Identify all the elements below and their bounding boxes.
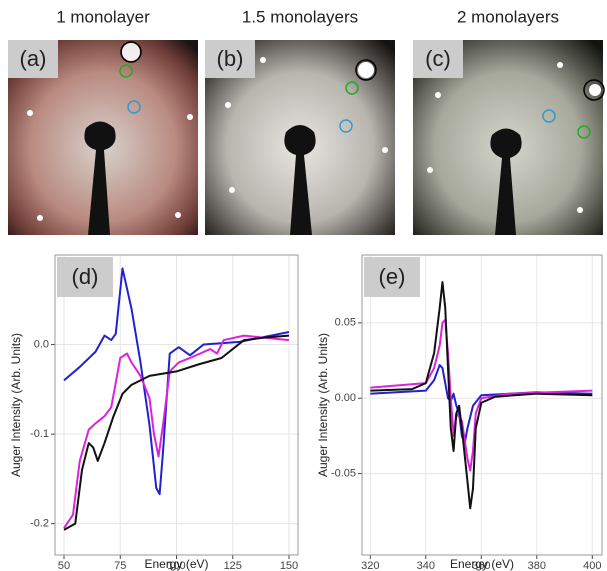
panel-label: (d) (72, 264, 99, 289)
data-line (63, 334, 290, 531)
leed-image: (b) (205, 40, 395, 235)
x-tick-label: 380 (528, 560, 546, 571)
panel-label: (c) (425, 46, 451, 71)
x-tick-label: 360 (472, 560, 490, 571)
panel-label: (e) (379, 264, 406, 289)
panel-label-box (364, 257, 420, 297)
plot-area (362, 255, 602, 555)
x-axis-title: Energy (eV) (144, 557, 208, 571)
chart: 320 340 360 380 400 -0.05 0.00 0.05 (e) Energy (e… (316, 254, 603, 571)
y-tick-label: -0.2 (30, 518, 49, 530)
panel-border (54, 254, 299, 556)
x-axis-title: Energy (eV) (450, 557, 514, 571)
y-tick-label: -0.05 (331, 467, 356, 479)
panel-label-box (57, 257, 113, 297)
x-tick-label: 125 (224, 560, 242, 571)
panel-label: (b) (217, 46, 244, 71)
data-line (370, 364, 593, 445)
panel-label: (a) (20, 46, 47, 71)
y-axis-title: Auger Intensity (Arb. Units) (9, 333, 23, 477)
y-tick-label: 0.00 (335, 392, 356, 404)
x-tick-label: 320 (361, 560, 379, 571)
panel-title: 1 monolayer (56, 7, 150, 26)
y-tick-label: 0.05 (335, 317, 356, 329)
leed-image: (a) (8, 40, 198, 235)
panel-title: 2 monolayers (457, 7, 559, 26)
leed-panels: 1 monolayer 1.5 monolayers 2 monolayers … (8, 7, 605, 235)
data-line (370, 281, 593, 510)
x-tick-label: 50 (58, 560, 70, 571)
data-line (63, 267, 290, 496)
panel-title: 1.5 monolayers (242, 7, 358, 26)
y-tick-label: 0.0 (34, 338, 49, 350)
panel-border (361, 254, 603, 556)
x-tick-label: 400 (583, 560, 601, 571)
y-tick-label: -0.1 (30, 428, 49, 440)
leed-image: (c) (413, 40, 605, 235)
x-tick-label: 100 (167, 560, 185, 571)
y-axis-title: Auger Intensity (Arb. Units) (316, 333, 330, 477)
x-tick-label: 75 (114, 560, 126, 571)
chart: 50 75 100 125 150 -0.2 -0.1 0.0 (d) Energy (eV) Au… (9, 254, 299, 571)
data-line (63, 334, 290, 529)
x-tick-label: 150 (280, 560, 298, 571)
x-tick-label: 340 (417, 560, 435, 571)
